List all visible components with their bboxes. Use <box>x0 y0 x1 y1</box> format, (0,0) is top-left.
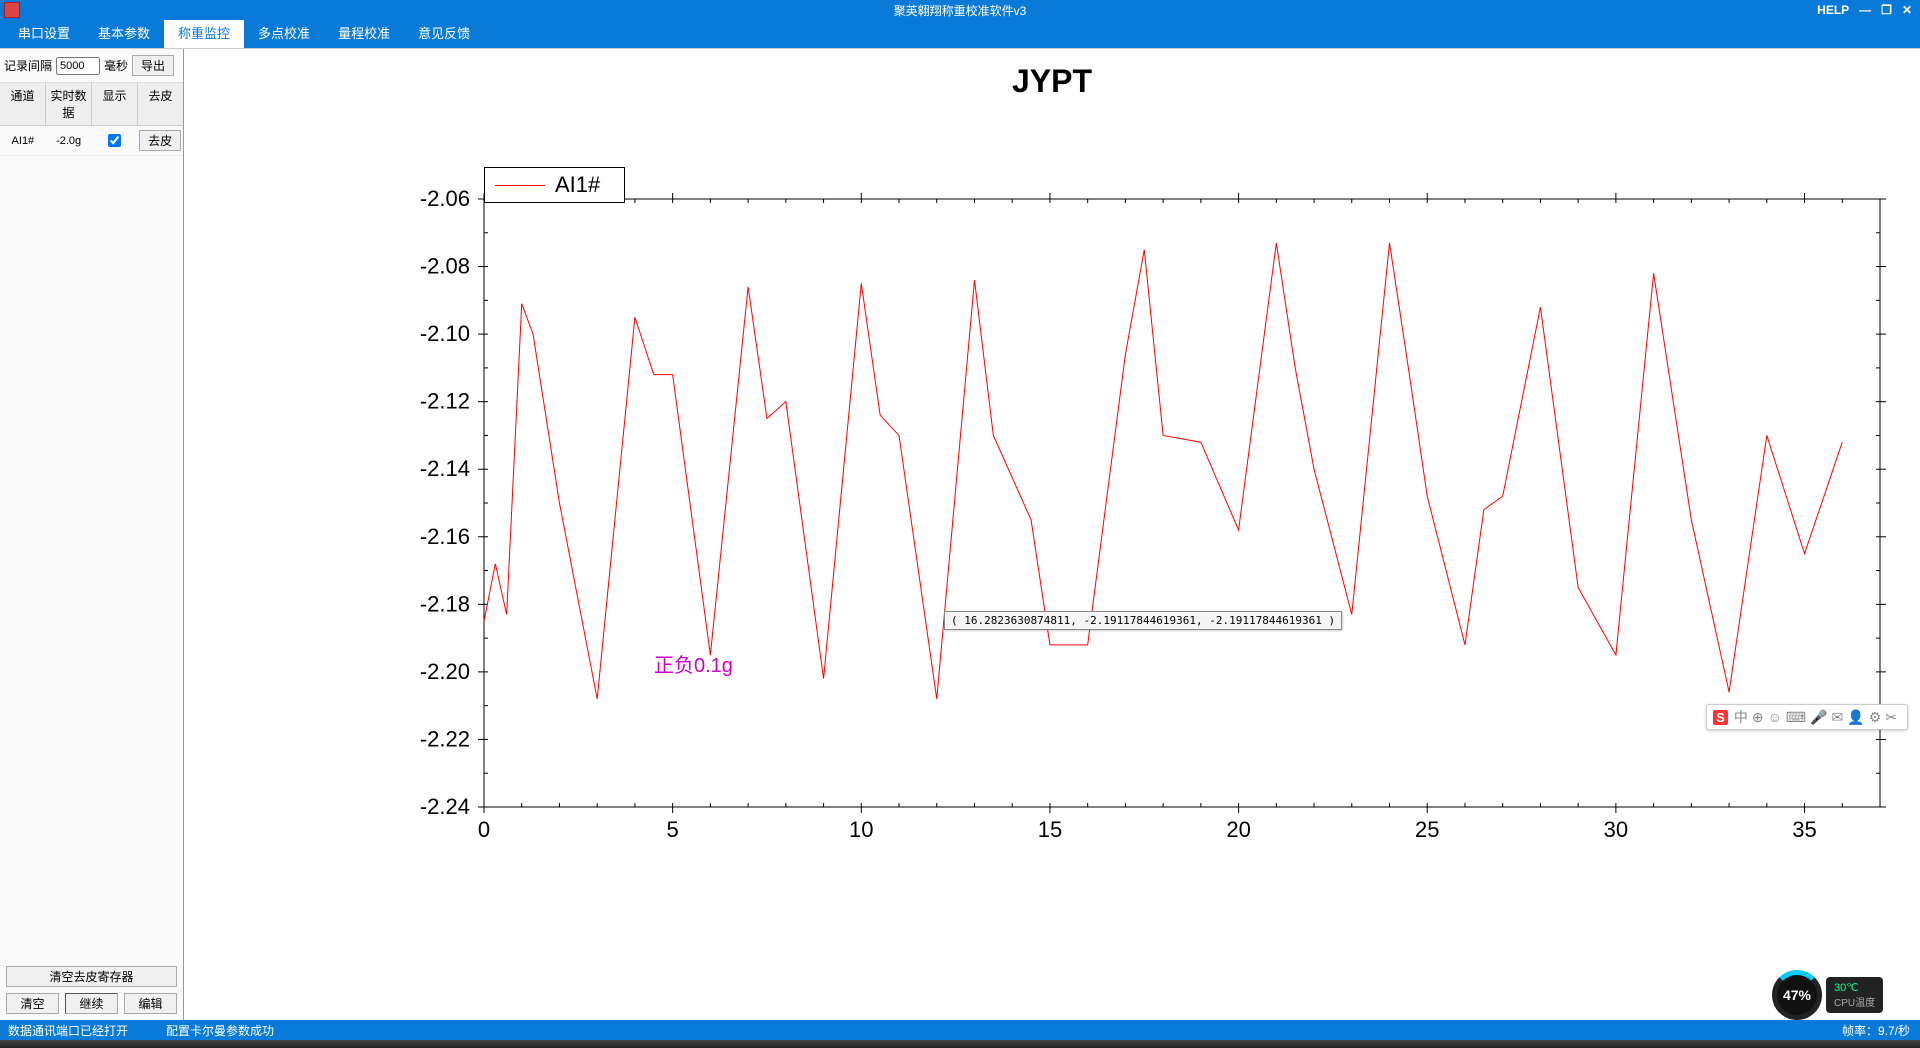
ime-item-8[interactable]: ✂ <box>1885 709 1897 725</box>
chart-title: JYPT <box>1012 63 1092 100</box>
status-fps: 帧率：9.7/秒 <box>1842 1022 1920 1039</box>
svg-text:25: 25 <box>1415 817 1439 842</box>
col-channel: 通道 <box>0 83 46 125</box>
export-button[interactable]: 导出 <box>132 55 174 76</box>
col-display: 显示 <box>92 83 138 125</box>
ime-item-0[interactable]: 中 <box>1734 709 1748 725</box>
svg-text:-2.24: -2.24 <box>420 794 470 819</box>
svg-text:-2.06: -2.06 <box>420 186 470 211</box>
table-row: AI1# -2.0g 去皮 <box>0 126 183 156</box>
svg-text:-2.08: -2.08 <box>420 254 470 279</box>
legend-line <box>495 185 545 186</box>
chart-area[interactable]: JYPT -2.06 -2.08 -2.10 -2.12 -2.14 -2.16 -2.18… <box>184 49 1920 1020</box>
tab-5[interactable]: 意见反馈 <box>404 17 484 48</box>
os-taskbar[interactable] <box>0 1040 1920 1048</box>
maximize-icon[interactable]: ❐ <box>1881 3 1892 17</box>
svg-text:-2.14: -2.14 <box>420 456 470 481</box>
ime-item-5[interactable]: ✉ <box>1832 709 1844 725</box>
cpu-percent: 47% <box>1772 970 1822 1020</box>
status-config: 配置卡尔曼参数成功 <box>158 1022 304 1039</box>
ime-item-7[interactable]: ⚙ <box>1869 709 1882 725</box>
display-checkbox[interactable] <box>108 134 121 147</box>
cpu-temp: 30℃ <box>1834 982 1859 994</box>
cell-value: -2.0g <box>46 131 92 151</box>
ime-item-3[interactable]: ⌨ <box>1786 709 1806 725</box>
statusbar: 数据通讯端口已经打开 配置卡尔曼参数成功 帧率：9.7/秒 <box>0 1020 1920 1040</box>
chart-tooltip: ( 16.2823630874811, -2.19117844619361, -… <box>944 611 1342 630</box>
help-link[interactable]: HELP <box>1817 3 1849 17</box>
svg-text:15: 15 <box>1038 817 1062 842</box>
status-port: 数据通讯端口已经打开 <box>0 1022 158 1039</box>
svg-text:-2.10: -2.10 <box>420 321 470 346</box>
ime-item-2[interactable]: ☺ <box>1768 709 1782 725</box>
col-realtime: 实时数据 <box>46 83 92 125</box>
svg-text:-2.22: -2.22 <box>420 726 470 751</box>
ime-brand-icon[interactable]: S <box>1713 710 1728 725</box>
legend-label: AI1# <box>555 172 600 198</box>
sidebar: 记录间隔 毫秒 导出 通道 实时数据 显示 去皮 AI1# -2.0g 去皮 清… <box>0 49 184 1020</box>
minimize-icon[interactable]: — <box>1859 3 1871 17</box>
edit-button[interactable]: 编辑 <box>124 993 177 1014</box>
svg-text:-2.20: -2.20 <box>420 659 470 684</box>
svg-text:-2.16: -2.16 <box>420 524 470 549</box>
interval-unit: 毫秒 <box>104 57 128 74</box>
channel-table-header: 通道 实时数据 显示 去皮 <box>0 83 183 126</box>
col-tare: 去皮 <box>138 83 183 125</box>
svg-text:5: 5 <box>667 817 679 842</box>
cpu-widget[interactable]: 47% 30℃ CPU温度 <box>1772 970 1912 1020</box>
chart-annotation: 正负0.1g <box>654 649 733 678</box>
tabbar: 串口设置基本参数称重监控多点校准量程校准意见反馈 <box>0 20 1920 48</box>
tab-1[interactable]: 基本参数 <box>84 17 164 48</box>
tab-2[interactable]: 称重监控 <box>164 17 244 48</box>
clear-tare-button[interactable]: 清空去皮寄存器 <box>6 966 177 987</box>
interval-label: 记录间隔 <box>4 57 52 74</box>
tab-3[interactable]: 多点校准 <box>244 17 324 48</box>
continue-button[interactable]: 继续 <box>65 993 118 1014</box>
svg-text:10: 10 <box>849 817 873 842</box>
svg-text:0: 0 <box>478 817 490 842</box>
tab-4[interactable]: 量程校准 <box>324 17 404 48</box>
clear-button[interactable]: 清空 <box>6 993 59 1014</box>
app-icon <box>4 2 20 18</box>
svg-text:30: 30 <box>1604 817 1628 842</box>
svg-text:-2.12: -2.12 <box>420 389 470 414</box>
chart-legend: AI1# <box>484 167 625 203</box>
interval-input[interactable] <box>56 57 100 75</box>
close-icon[interactable]: ✕ <box>1902 3 1912 17</box>
ime-item-6[interactable]: 👤 <box>1847 709 1864 725</box>
cell-channel: AI1# <box>0 131 46 151</box>
svg-text:35: 35 <box>1792 817 1816 842</box>
cpu-label: CPU温度 <box>1834 994 1875 1009</box>
window-title: 聚英翱翔称重校准软件v3 <box>894 2 1027 19</box>
ime-toolbar[interactable]: S 中⊕☺⌨🎤 ✉👤 ⚙✂ <box>1706 704 1908 730</box>
ime-item-4[interactable]: 🎤 <box>1810 709 1827 725</box>
tare-button[interactable]: 去皮 <box>139 130 181 151</box>
main: 记录间隔 毫秒 导出 通道 实时数据 显示 去皮 AI1# -2.0g 去皮 清… <box>0 48 1920 1020</box>
svg-text:-2.18: -2.18 <box>420 591 470 616</box>
tab-0[interactable]: 串口设置 <box>4 17 84 48</box>
chart-svg: -2.06 -2.08 -2.10 -2.12 -2.14 -2.16 -2.18 -2.20… <box>184 99 1920 999</box>
ime-item-1[interactable]: ⊕ <box>1752 709 1764 725</box>
svg-text:20: 20 <box>1226 817 1250 842</box>
titlebar: 聚英翱翔称重校准软件v3 HELP — ❐ ✕ <box>0 0 1920 20</box>
